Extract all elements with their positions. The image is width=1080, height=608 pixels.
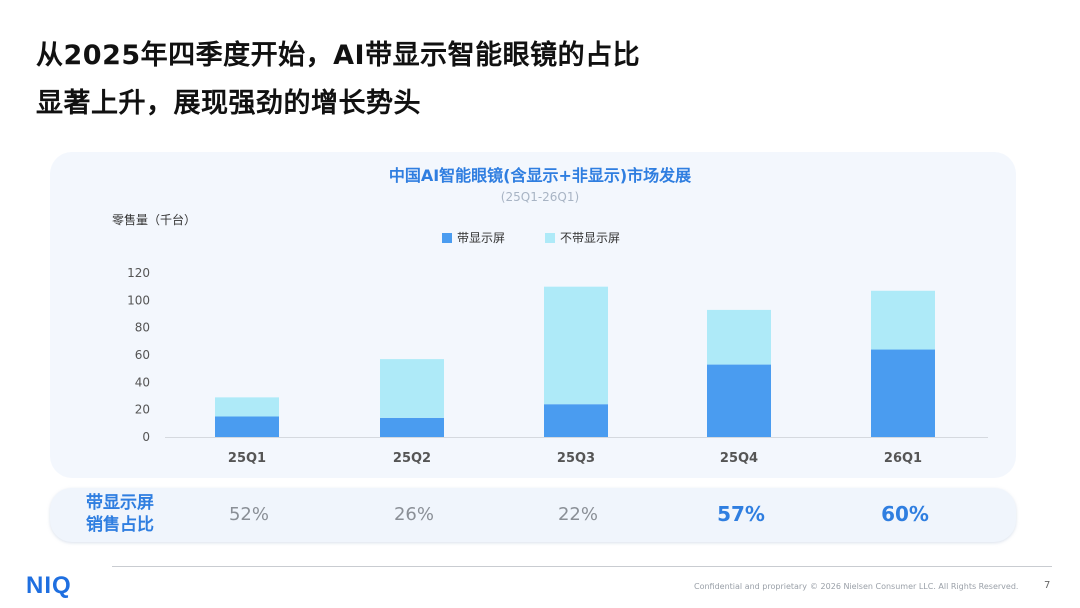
y-tick-label: 20 [135,403,150,417]
headline: 从2025年四季度开始，AI带显示智能眼镜的占比 显著上升，展现强劲的增长势头 [36,32,896,128]
bar-display [707,364,771,437]
bar-nondisplay [544,286,608,405]
y-tick-label: 120 [127,266,150,280]
legend-swatch-display [442,232,452,243]
niq-logo: NIQ [26,572,72,599]
display-share-row [50,488,1016,542]
bar-display [215,416,279,437]
y-tick-label: 60 [135,348,150,362]
legend-item-display: 带显示屏 [442,229,505,246]
x-tick-label: 25Q3 [557,451,595,466]
display-share-value: 60% [881,502,929,526]
y-tick-label: 0 [142,430,150,444]
legend-label-nondisplay: 不带显示屏 [560,231,621,245]
display-share-value: 22% [557,504,598,525]
bar-nondisplay [380,359,444,418]
chart-subtitle: (25Q1-26Q1) [500,190,580,204]
legend-item-nondisplay: 不带显示屏 [545,229,620,246]
confidential-note: Confidential and proprietary [694,582,807,591]
display-share-value: 57% [717,502,765,526]
bar-display [380,417,444,437]
y-tick-label: 80 [135,321,150,335]
display-share-value: 26% [393,504,434,525]
display-share-value: 52% [228,504,269,525]
y-tick-label: 100 [127,293,150,307]
chart-legend: 带显示屏 不带显示屏 [442,229,620,246]
bar-nondisplay [871,290,935,350]
x-tick-label: 25Q4 [720,451,758,466]
bar-nondisplay [707,309,771,365]
x-tick-label: 25Q1 [228,451,266,466]
bar-display [544,404,608,437]
copyright-note: © 2026 Nielsen Consumer LLC. All Rights … [810,582,1019,591]
headline-line-2: 显著上升，展现强劲的增长势头 [36,88,421,119]
footer-divider [112,566,1052,567]
x-tick-label: 25Q2 [393,451,431,466]
legend-label-display: 带显示屏 [457,231,506,245]
display-share-label-line-2: 销售占比 [86,515,154,535]
display-share-label-line-1: 带显示屏 [86,493,154,513]
x-tick-label: 26Q1 [884,451,922,466]
chart-title: 中国AI智能眼镜(含显示+非显示)市场发展 [388,166,692,185]
y-axis-label: 零售量（千台） [112,213,197,227]
bar-nondisplay [215,397,279,417]
headline-line-1: 从2025年四季度开始，AI带显示智能眼镜的占比 [36,40,641,71]
page-number: 7 [1044,580,1051,591]
y-tick-label: 40 [135,375,150,389]
legend-swatch-nondisplay [545,232,556,243]
chart-panel [50,152,1016,478]
display-share-label: 带显示屏 销售占比 [72,492,168,536]
bar-display [871,349,935,437]
